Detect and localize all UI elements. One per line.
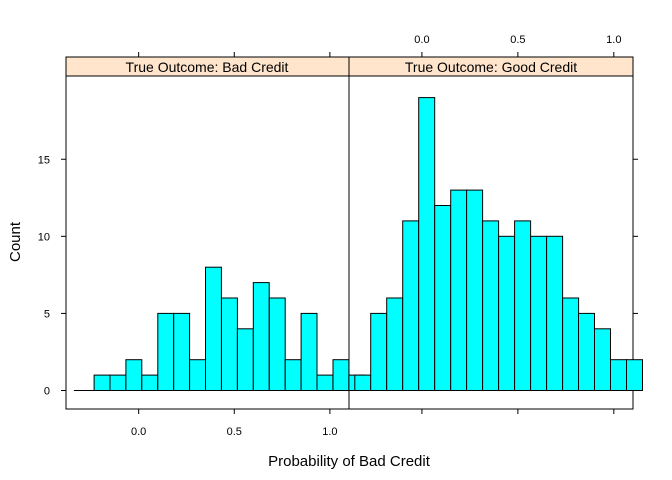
panel-left-bars xyxy=(73,266,366,392)
bar-left-2 xyxy=(125,359,143,392)
bar-right-1 xyxy=(370,312,388,391)
bar-right-7 xyxy=(466,189,484,391)
bar-right-5 xyxy=(434,205,452,391)
bar-right-15 xyxy=(594,328,611,391)
x-axis-label: Probability of Bad Credit xyxy=(268,453,431,470)
y-tick-label-1: 5 xyxy=(44,308,50,320)
y-tick-label-2: 10 xyxy=(38,231,50,243)
strip-left-label: True Outcome: Bad Credit xyxy=(126,59,289,75)
x-tick-label-right-0: 0.0 xyxy=(414,34,429,46)
bar-right-13 xyxy=(562,297,580,391)
axes: 0.0 0.5 1.0 0.0 0.5 1.0 0 5 10 15 xyxy=(38,34,638,438)
bar-left-12 xyxy=(284,359,302,392)
bar-right-0 xyxy=(354,374,372,392)
bar-left-4 xyxy=(157,312,175,391)
bar-left-1 xyxy=(109,374,127,392)
bar-right-2 xyxy=(386,297,404,391)
bar-left-0 xyxy=(93,374,111,392)
bar-right-8 xyxy=(482,220,500,391)
bar-left-6 xyxy=(189,359,207,392)
bar-right-12 xyxy=(546,235,564,391)
bar-right-4 xyxy=(418,97,436,391)
bar-left-13 xyxy=(300,312,318,391)
bar-right-16 xyxy=(610,359,627,392)
y-tick-label-3: 15 xyxy=(38,154,50,166)
bar-right-17 xyxy=(626,359,643,392)
panel-right-bars xyxy=(354,97,643,392)
bar-left-11 xyxy=(268,297,286,391)
bar-right-10 xyxy=(514,220,532,391)
bar-right-9 xyxy=(498,235,516,391)
x-tick-label-left-0: 0.0 xyxy=(131,426,146,438)
bar-left-3 xyxy=(141,374,159,392)
x-tick-label-left-2: 1.0 xyxy=(322,426,337,438)
bar-left-10 xyxy=(252,282,270,392)
x-tick-label-right-1: 0.5 xyxy=(510,34,525,46)
x-tick-label-left-1: 0.5 xyxy=(227,426,242,438)
bar-left-9 xyxy=(236,328,254,391)
bar-left-15 xyxy=(332,359,350,392)
bar-right-14 xyxy=(578,312,595,391)
y-tick-label-0: 0 xyxy=(44,386,50,398)
bar-right-11 xyxy=(530,235,548,391)
bar-left-5 xyxy=(173,312,191,391)
bar-left-14 xyxy=(316,374,334,392)
strip-right-label: True Outcome: Good Credit xyxy=(405,59,577,75)
x-tick-label-right-2: 1.0 xyxy=(606,34,621,46)
bar-left-8 xyxy=(221,297,238,391)
bar-left-7 xyxy=(205,266,222,392)
y-axis-label: Count xyxy=(7,221,24,262)
bar-right-3 xyxy=(402,220,420,391)
panel-right-frame xyxy=(348,75,634,410)
bar-right-6 xyxy=(450,189,468,391)
